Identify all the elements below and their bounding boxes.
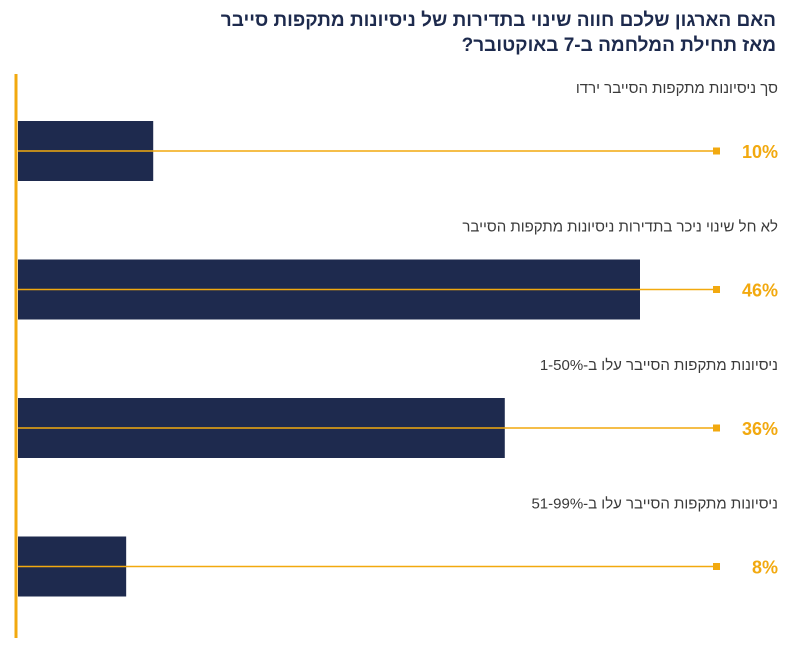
bar-row: ניסיונות מתקפות הסייבר עלו ב-51-99% 8% xyxy=(18,496,778,597)
bar-row: ניסיונות מתקפות הסייבר עלו ב-1-50% 36% xyxy=(18,357,778,458)
value-label: 10% xyxy=(742,142,778,162)
category-label: לא חל שינוי ניכר בתדירות ניסיונות מתקפות… xyxy=(462,219,778,236)
bar-row: לא חל שינוי ניכר בתדירות ניסיונות מתקפות… xyxy=(18,219,778,320)
leader-end-marker xyxy=(713,563,720,570)
category-label: ניסיונות מתקפות הסייבר עלו ב-51-99% xyxy=(531,496,778,513)
bar-row: סך ניסיונות מתקפות הסייבר ירדו 10% xyxy=(18,80,778,181)
leader-end-marker xyxy=(713,424,720,432)
value-label: 36% xyxy=(742,419,778,439)
value-label: 8% xyxy=(752,558,778,578)
category-label: סך ניסיונות מתקפות הסייבר ירדו xyxy=(576,80,778,97)
chart-title-line-2: מאז תחילת המלחמה ב-7 באוקטובר? xyxy=(461,35,776,56)
chart-title: האם הארגון שלכם חווה שינוי בתדירות של ני… xyxy=(16,8,776,58)
leader-end-marker xyxy=(713,147,720,155)
value-label: 46% xyxy=(742,281,778,301)
bar-rows: סך ניסיונות מתקפות הסייבר ירדו 10% לא חל ש… xyxy=(18,80,778,597)
category-label: ניסיונות מתקפות הסייבר עלו ב-1-50% xyxy=(540,357,778,374)
leader-end-marker xyxy=(713,286,720,293)
chart-title-line-1: האם הארגון שלכם חווה שינוי בתדירות של ני… xyxy=(220,10,776,31)
